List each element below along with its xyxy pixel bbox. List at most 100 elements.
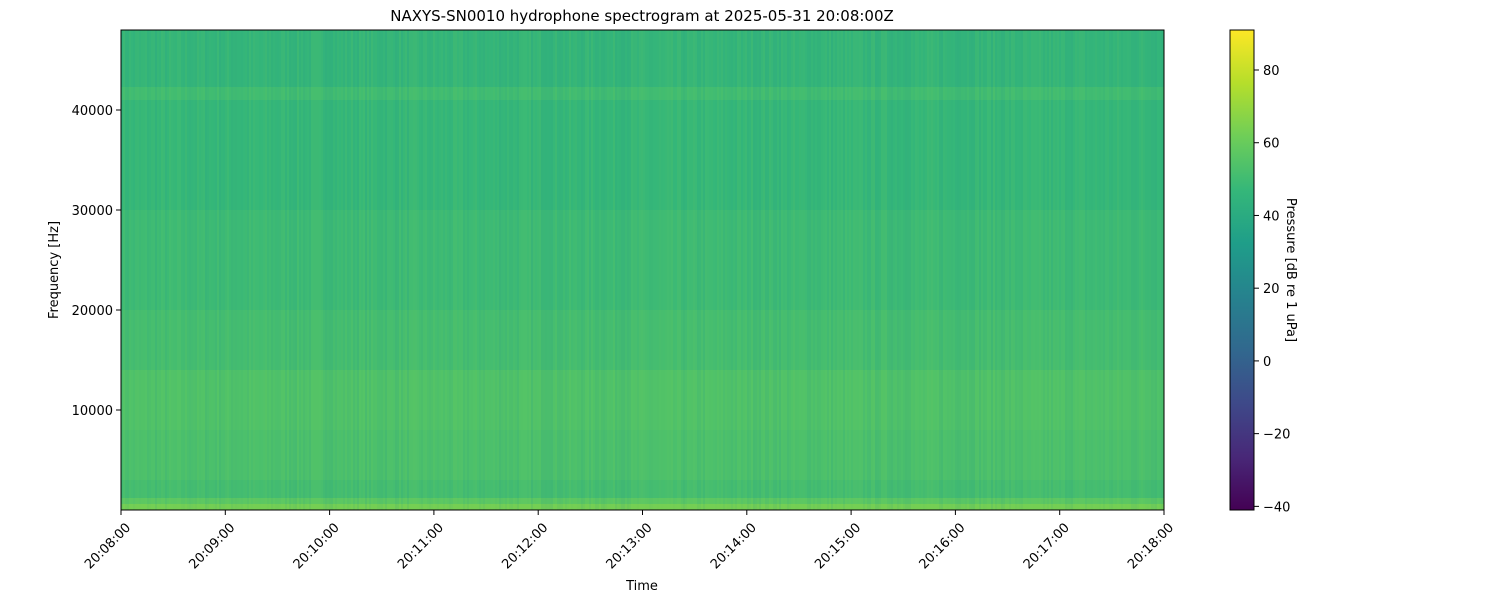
time-stripe — [805, 30, 807, 510]
time-stripe — [355, 30, 357, 510]
time-stripe — [837, 30, 839, 510]
time-stripe — [223, 30, 225, 510]
time-stripe — [391, 30, 393, 510]
time-stripe — [553, 30, 555, 510]
colorbar-ticks: −40 −20 0 20 40 60 80 — [1254, 64, 1290, 515]
time-stripe — [835, 30, 837, 510]
time-stripe — [151, 30, 153, 510]
time-stripe — [569, 30, 571, 510]
time-stripe — [915, 30, 917, 510]
time-stripe — [601, 30, 603, 510]
time-stripe — [679, 30, 681, 510]
time-stripe — [1067, 30, 1069, 510]
time-stripe — [231, 30, 233, 510]
time-stripe — [593, 30, 595, 510]
time-stripe — [239, 30, 241, 510]
time-stripe — [715, 30, 717, 510]
time-stripe — [691, 30, 693, 510]
time-stripe — [731, 30, 733, 510]
time-stripe — [377, 30, 379, 510]
time-stripe — [1085, 30, 1087, 510]
time-stripe — [1023, 30, 1025, 510]
time-stripe — [515, 30, 517, 510]
time-stripe — [1133, 30, 1135, 510]
time-stripe — [719, 30, 721, 510]
time-stripe — [327, 30, 329, 510]
time-stripe — [131, 30, 133, 510]
time-stripe — [795, 30, 797, 510]
time-stripe — [389, 30, 391, 510]
time-stripe — [1145, 30, 1147, 510]
time-stripe — [735, 30, 737, 510]
time-stripe — [677, 30, 679, 510]
time-stripe — [149, 30, 151, 510]
colorbar-tick-label: 40 — [1263, 209, 1280, 224]
time-stripe — [951, 30, 953, 510]
time-stripe — [147, 30, 149, 510]
time-stripe — [961, 30, 963, 510]
time-stripe — [561, 30, 563, 510]
time-stripe — [845, 30, 847, 510]
time-stripe — [519, 30, 521, 510]
time-stripe — [937, 30, 939, 510]
time-stripe — [763, 30, 765, 510]
time-stripe — [653, 30, 655, 510]
time-stripe — [301, 30, 303, 510]
time-stripe — [401, 30, 403, 510]
time-stripe — [291, 30, 293, 510]
time-stripe — [1055, 30, 1057, 510]
time-stripe — [865, 30, 867, 510]
time-stripe — [783, 30, 785, 510]
time-stripe — [141, 30, 143, 510]
time-stripe — [621, 30, 623, 510]
time-stripe — [911, 30, 913, 510]
time-stripe — [329, 30, 331, 510]
time-stripe — [395, 30, 397, 510]
time-stripe — [977, 30, 979, 510]
time-stripe — [767, 30, 769, 510]
time-stripe — [1037, 30, 1039, 510]
time-stripe — [137, 30, 139, 510]
colorbar-tick-label: −40 — [1263, 500, 1290, 515]
time-stripe — [1097, 30, 1099, 510]
time-stripe — [949, 30, 951, 510]
time-stripe — [921, 30, 923, 510]
time-stripe — [863, 30, 865, 510]
time-stripe — [1123, 30, 1125, 510]
time-stripe — [335, 30, 337, 510]
time-stripe — [917, 30, 919, 510]
time-stripe — [809, 30, 811, 510]
time-stripe — [843, 30, 845, 510]
time-stripe — [337, 30, 339, 510]
time-stripe — [1139, 30, 1141, 510]
time-stripe — [671, 30, 673, 510]
y-tick-label: 40000 — [72, 104, 113, 119]
time-stripe — [657, 30, 659, 510]
time-stripe — [451, 30, 453, 510]
time-stripe — [547, 30, 549, 510]
time-stripe — [241, 30, 243, 510]
time-stripe — [943, 30, 945, 510]
time-stripe — [507, 30, 509, 510]
time-stripe — [407, 30, 409, 510]
time-stripe — [559, 30, 561, 510]
time-stripe — [349, 30, 351, 510]
time-stripe — [655, 30, 657, 510]
time-stripe — [435, 30, 437, 510]
time-stripe — [811, 30, 813, 510]
time-stripe — [339, 30, 341, 510]
time-stripe — [669, 30, 671, 510]
time-stripe — [479, 30, 481, 510]
time-stripe — [445, 30, 447, 510]
time-stripe — [485, 30, 487, 510]
time-stripe — [467, 30, 469, 510]
time-stripe — [565, 30, 567, 510]
time-stripe — [883, 30, 885, 510]
time-stripe — [733, 30, 735, 510]
time-stripe — [633, 30, 635, 510]
time-stripe — [353, 30, 355, 510]
time-stripe — [371, 30, 373, 510]
time-stripe — [249, 30, 251, 510]
time-stripe — [443, 30, 445, 510]
time-stripe — [173, 30, 175, 510]
